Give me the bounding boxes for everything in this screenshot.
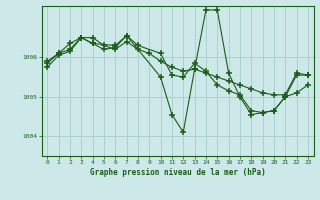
X-axis label: Graphe pression niveau de la mer (hPa): Graphe pression niveau de la mer (hPa): [90, 168, 266, 177]
